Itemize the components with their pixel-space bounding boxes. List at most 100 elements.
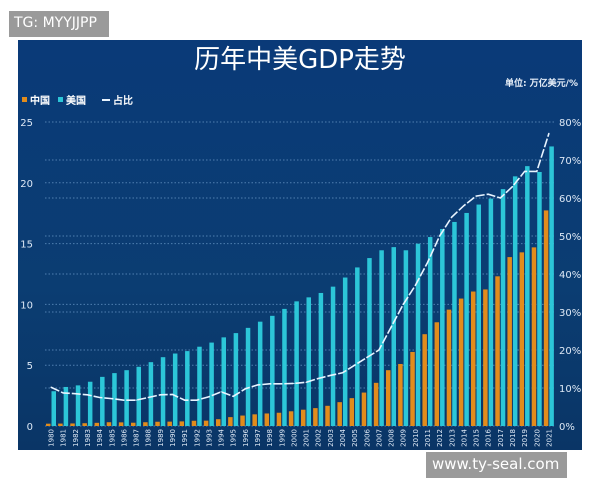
china-bar	[337, 402, 342, 426]
usa-bar	[160, 357, 166, 426]
ratio-point	[524, 170, 526, 172]
ratio-point	[390, 326, 392, 328]
x-tick-label: 1988	[145, 429, 153, 447]
usa-bar	[245, 327, 251, 426]
x-tick-label: 1980	[48, 429, 56, 447]
y-right-tick-label: 30%	[559, 308, 581, 319]
china-bar	[252, 414, 257, 426]
ratio-point	[281, 383, 283, 385]
usa-bar	[440, 229, 445, 426]
x-tick-label: 1982	[72, 429, 80, 447]
ratio-point	[147, 396, 149, 399]
x-tick-label: 1999	[278, 429, 286, 447]
ratio-point	[62, 392, 64, 394]
x-tick-label: 2002	[315, 429, 323, 447]
china-bar	[495, 276, 500, 426]
ratio-point	[536, 170, 538, 172]
china-bar	[46, 423, 51, 426]
china-bar	[216, 419, 221, 426]
china-swatch	[22, 97, 27, 102]
usa-bar	[500, 189, 506, 426]
ratio-point	[208, 396, 210, 398]
usa-bar	[415, 243, 421, 426]
china-bar	[106, 422, 112, 426]
usa-bar	[464, 212, 469, 426]
x-tick-label: 2003	[327, 429, 335, 447]
china-bar	[58, 423, 63, 426]
x-tick-label: 2019	[521, 429, 529, 447]
ratio-point	[123, 399, 125, 401]
usa-bar	[136, 366, 141, 426]
usa-bar	[330, 286, 336, 426]
ratio-point	[329, 374, 331, 377]
y-left-tick-label: 5	[27, 361, 33, 372]
legend-label-usa: 美国	[66, 96, 86, 107]
ratio-point	[99, 396, 101, 399]
usa-bar	[549, 146, 554, 427]
china-bar	[94, 422, 100, 426]
usa-bar	[379, 250, 384, 426]
x-tick-label: 2015	[473, 429, 481, 447]
x-tick-label: 2017	[497, 429, 505, 447]
ratio-point	[256, 384, 259, 386]
usa-bar	[355, 267, 360, 426]
china-bar	[543, 210, 549, 426]
china-bar	[471, 291, 476, 426]
x-tick-label: 2000	[290, 429, 298, 447]
x-tick-label: 1986	[120, 428, 128, 446]
usa-bar	[87, 381, 93, 426]
y-left-tick-label: 15	[20, 240, 33, 251]
usa-bar	[63, 386, 69, 426]
ratio-point	[354, 364, 356, 366]
china-bar	[361, 392, 367, 426]
y-right-tick-label: 70%	[559, 156, 581, 167]
ratio-point	[50, 386, 52, 388]
usa-bar	[100, 376, 105, 426]
ratio-point	[305, 381, 307, 383]
usa-swatch	[58, 97, 63, 102]
legend: 中国 美国 占比	[22, 92, 133, 107]
y-right-tick-label: 20%	[559, 346, 581, 357]
china-bar	[301, 409, 306, 426]
ratio-point	[220, 391, 222, 393]
china-bar	[155, 421, 160, 426]
ratio-point	[451, 216, 453, 218]
x-tick-label: 2004	[339, 428, 347, 446]
ratio-point	[487, 193, 489, 195]
ratio-point	[159, 394, 161, 396]
y-right-tick-label: 10%	[559, 384, 581, 395]
x-tick-label: 1998	[266, 429, 274, 447]
y-left-tick-label: 20	[20, 179, 33, 190]
usa-bar	[537, 171, 542, 426]
china-bar	[349, 398, 355, 426]
x-tick-label: 1991	[181, 429, 189, 447]
china-bar	[264, 413, 270, 426]
usa-bar	[391, 247, 396, 426]
x-tick-label: 1992	[193, 429, 201, 447]
x-tick-label: 2013	[448, 429, 456, 447]
y-left-tick-label: 10	[20, 300, 33, 311]
china-bar	[143, 422, 148, 426]
ratio-swatch	[102, 98, 110, 101]
watermark-top-left: TG: MYYJJPP	[9, 11, 109, 37]
usa-bar	[476, 204, 481, 426]
china-bar	[373, 382, 379, 426]
china-bar	[483, 289, 488, 426]
ratio-point	[171, 393, 174, 396]
china-bar	[531, 247, 537, 426]
x-tick-label: 1996	[242, 428, 250, 446]
x-tick-label: 2012	[436, 429, 444, 447]
ratio-point	[366, 357, 368, 359]
x-tick-label: 1997	[254, 429, 262, 447]
china-bar	[313, 408, 318, 426]
ratio-point	[548, 132, 550, 134]
usa-bar	[257, 321, 263, 426]
china-bar	[203, 420, 209, 426]
y-right-tick-label: 40%	[559, 270, 581, 281]
china-bar	[118, 422, 124, 426]
china-bar	[325, 405, 330, 426]
y-right-tick-label: 0%	[559, 422, 575, 433]
usa-bar	[51, 391, 56, 426]
usa-bar	[209, 342, 214, 426]
china-bar	[422, 334, 427, 426]
